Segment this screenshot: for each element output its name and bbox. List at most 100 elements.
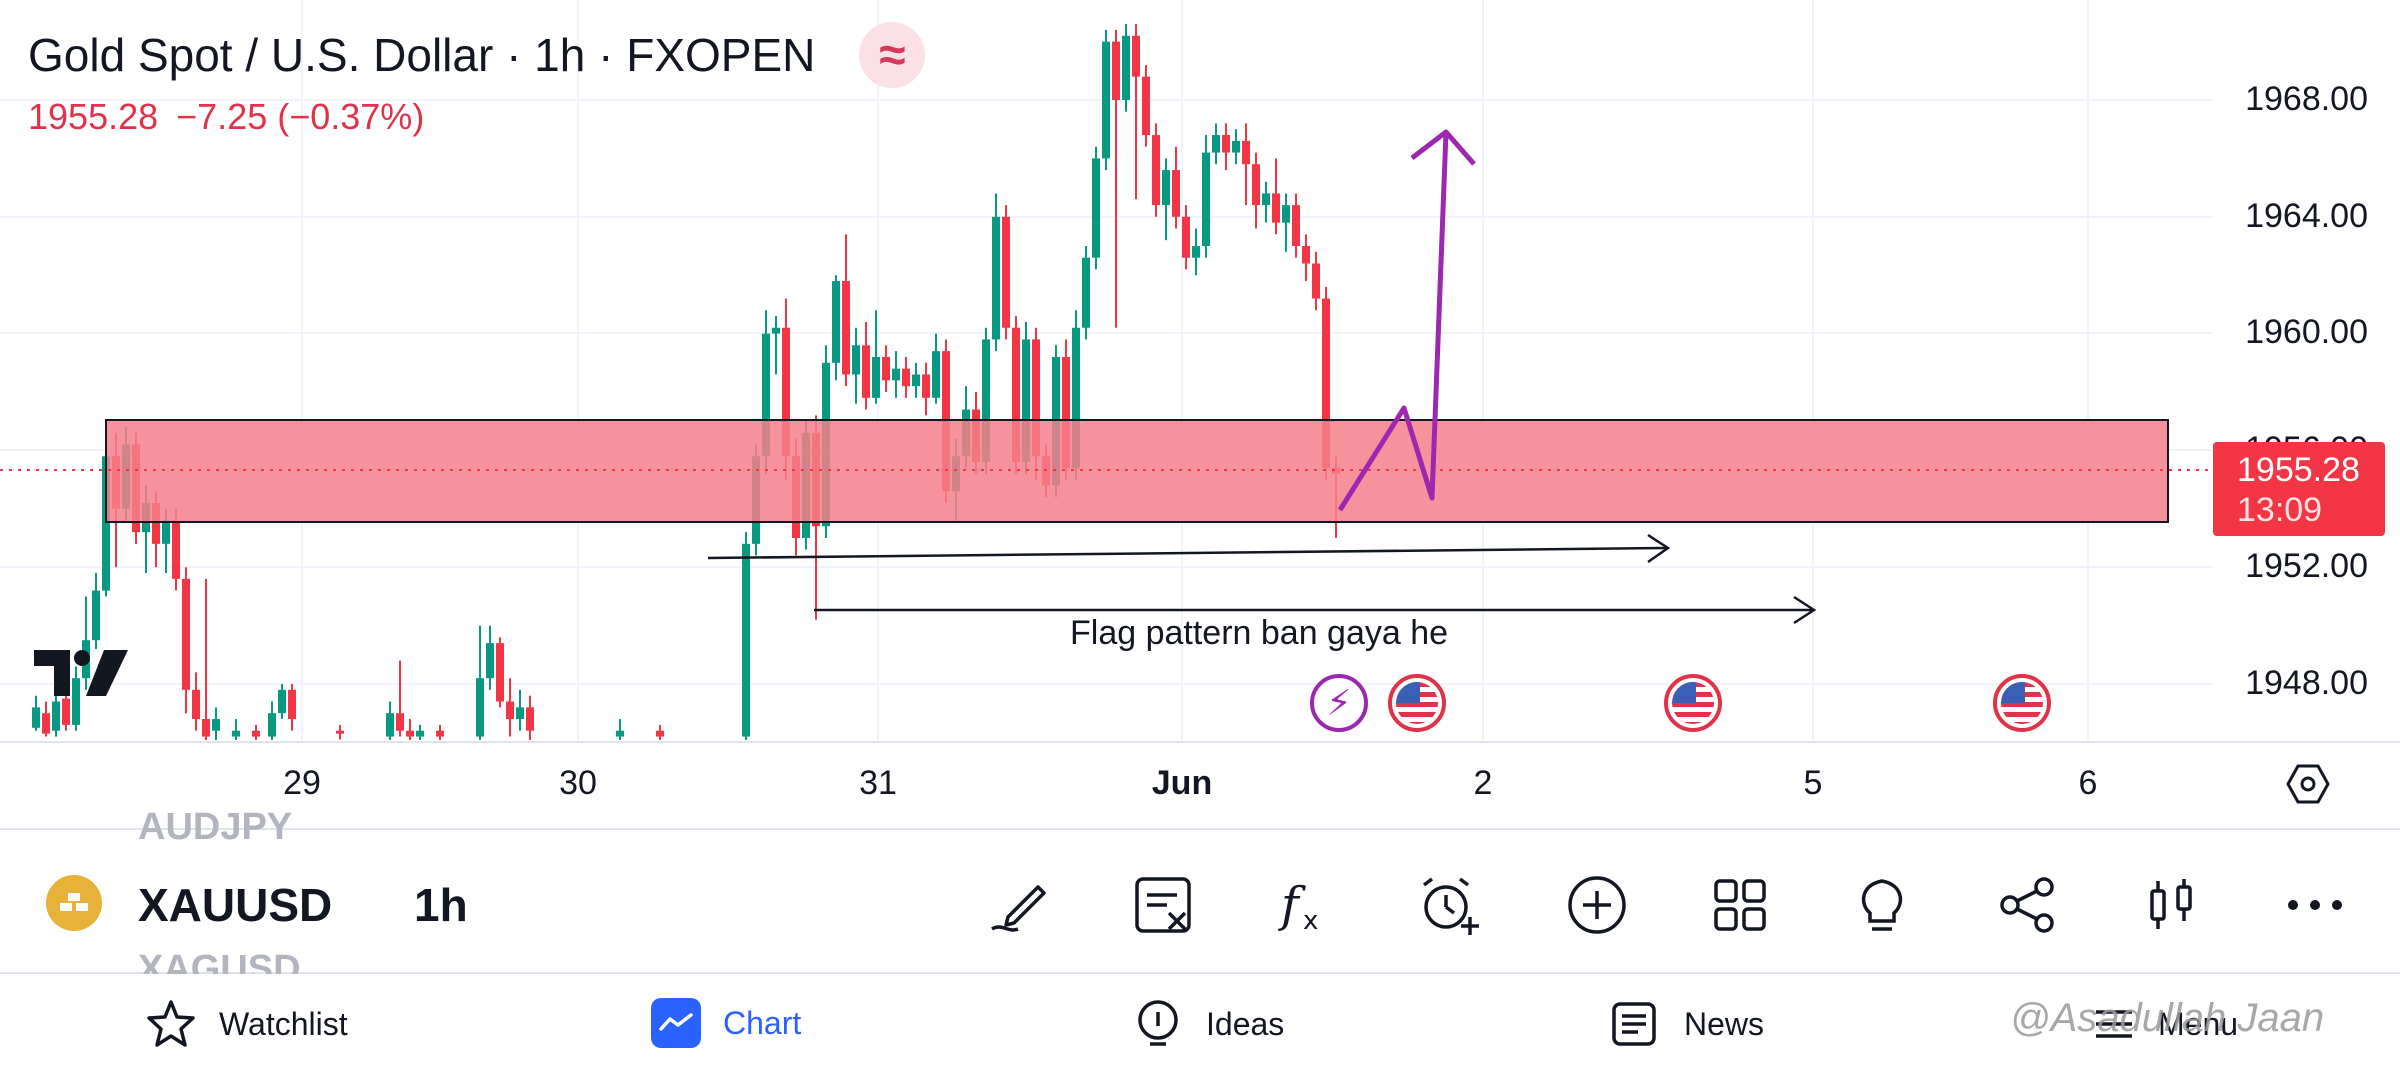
watermark: @Asadullah Jaan (2010, 996, 2325, 1040)
candle (406, 719, 414, 740)
candle (42, 701, 50, 737)
candle (1312, 251, 1320, 311)
candle (212, 707, 220, 740)
candle (1102, 29, 1110, 171)
candle (922, 362, 930, 416)
candle (396, 660, 404, 737)
nav-chart[interactable]: Chart (651, 998, 801, 1048)
chart-area[interactable]: Gold Spot / U.S. Dollar · 1h · FXOPEN ≈ … (0, 0, 2400, 825)
nav-label: Watchlist (219, 1005, 348, 1042)
bar-countdown: 13:09 (2237, 491, 2323, 529)
candle (416, 724, 424, 740)
candle (1082, 246, 1090, 340)
ideas-icon (1138, 1000, 1178, 1046)
candle (1142, 64, 1150, 147)
us-flag-event-icon[interactable] (1664, 674, 1722, 732)
candle (1282, 193, 1290, 252)
candle (992, 193, 1000, 352)
symbol-name[interactable]: XAUUSD (138, 879, 333, 931)
candle (872, 310, 880, 404)
price-axis-label: 1960.00 (2245, 313, 2368, 351)
share-icon[interactable] (1993, 870, 2063, 940)
trend-arrow-2[interactable] (814, 595, 1817, 625)
draw-icon[interactable] (985, 870, 1055, 940)
candle (232, 719, 240, 740)
candle (1272, 158, 1280, 235)
grid-lines (0, 0, 2400, 743)
candle (1242, 123, 1250, 206)
candle (1182, 205, 1190, 270)
candle (1232, 129, 1240, 165)
nav-label: News (1684, 1005, 1765, 1042)
price-change: −7.25 (−0.37%) (176, 96, 425, 137)
svg-text:x: x (1303, 906, 1318, 936)
candle (516, 689, 524, 731)
svg-text:f: f (1278, 877, 1306, 933)
pattern-annotation[interactable]: Flag pattern ban gaya he (1070, 614, 1449, 652)
candle (1262, 181, 1270, 223)
star-icon (147, 1000, 195, 1047)
candle (912, 362, 920, 398)
more-icon[interactable] (2280, 870, 2350, 940)
price-axis-label: 1968.00 (2245, 80, 2368, 118)
candle (526, 695, 534, 740)
candle (616, 719, 624, 740)
candle (1252, 152, 1260, 229)
support-zone[interactable] (105, 419, 2169, 523)
nav-ideas[interactable]: Ideas (1132, 998, 1284, 1050)
candle (182, 567, 190, 714)
candle (32, 695, 40, 731)
menu-icon (2096, 1010, 2132, 1038)
candle (496, 637, 504, 708)
chart-settings-icon[interactable] (2284, 760, 2332, 813)
trend-arrow-1[interactable] (707, 533, 1671, 564)
lightning-event-icon[interactable]: ⚡ (1310, 674, 1368, 732)
price-axis-label: 1964.00 (2245, 197, 2368, 235)
candle (842, 234, 850, 387)
last-price: 1955.28 (28, 96, 159, 137)
add-icon[interactable] (1562, 870, 1632, 940)
current-price-value: 1955.28 (2237, 451, 2360, 489)
tradingview-logo-icon (34, 650, 128, 703)
candle (386, 701, 394, 740)
projection-path[interactable] (1337, 129, 1476, 512)
ideas-bulb-icon[interactable] (1847, 870, 1917, 940)
chart-type-icon[interactable] (2137, 870, 2207, 940)
candle (1302, 234, 1310, 282)
chart-icon (651, 998, 701, 1048)
candle (1112, 29, 1120, 328)
chart-canvas[interactable] (0, 0, 2400, 825)
candle (278, 684, 286, 720)
nav-watchlist[interactable]: Watchlist (145, 998, 348, 1050)
prev-symbol[interactable]: AUDJPY (138, 806, 293, 844)
nav-menu[interactable]: Menu (2092, 998, 2238, 1050)
candle (1222, 123, 1230, 171)
candle (656, 724, 664, 740)
bottom-navigation: Watchlist Chart Ideas News Menu @Asadull… (0, 976, 2400, 1080)
candle (1122, 24, 1130, 112)
interval-selector[interactable]: 1h (414, 879, 468, 931)
candle (742, 532, 750, 740)
us-flag-event-icon[interactable] (1388, 674, 1446, 732)
clear-drawings-icon[interactable] (1128, 870, 1198, 940)
candle (252, 724, 260, 740)
candle (832, 275, 840, 381)
candle (1292, 193, 1300, 258)
date-axis-label: 6 (2078, 764, 2098, 802)
candle (336, 724, 344, 740)
price-axis-label: 1952.00 (2245, 547, 2368, 585)
candle (862, 321, 870, 410)
nav-news[interactable]: News (1610, 998, 1764, 1050)
chart-header: Gold Spot / U.S. Dollar · 1h · FXOPEN ≈ … (28, 22, 926, 138)
candle (1212, 123, 1220, 165)
candle (902, 356, 910, 398)
layouts-icon[interactable] (1705, 870, 1775, 940)
candle (892, 351, 900, 398)
next-symbol[interactable]: XAGUSD (138, 948, 301, 974)
session-badge-icon[interactable]: ≈ (859, 22, 926, 88)
date-axis-label: 5 (1803, 764, 1823, 802)
news-icon (1612, 1002, 1656, 1046)
us-flag-event-icon[interactable] (1993, 674, 2051, 732)
alert-icon[interactable] (1415, 870, 1485, 940)
